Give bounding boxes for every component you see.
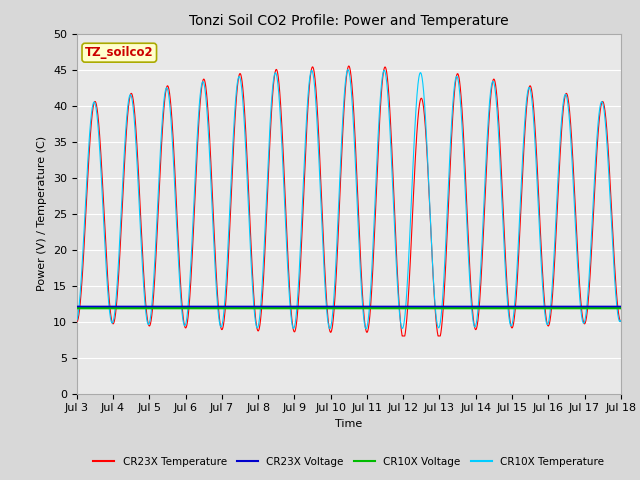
Text: TZ_soilco2: TZ_soilco2 [85,46,154,59]
Title: Tonzi Soil CO2 Profile: Power and Temperature: Tonzi Soil CO2 Profile: Power and Temper… [189,14,509,28]
Legend: CR23X Temperature, CR23X Voltage, CR10X Voltage, CR10X Temperature: CR23X Temperature, CR23X Voltage, CR10X … [90,453,608,471]
Y-axis label: Power (V) / Temperature (C): Power (V) / Temperature (C) [37,136,47,291]
X-axis label: Time: Time [335,419,362,429]
